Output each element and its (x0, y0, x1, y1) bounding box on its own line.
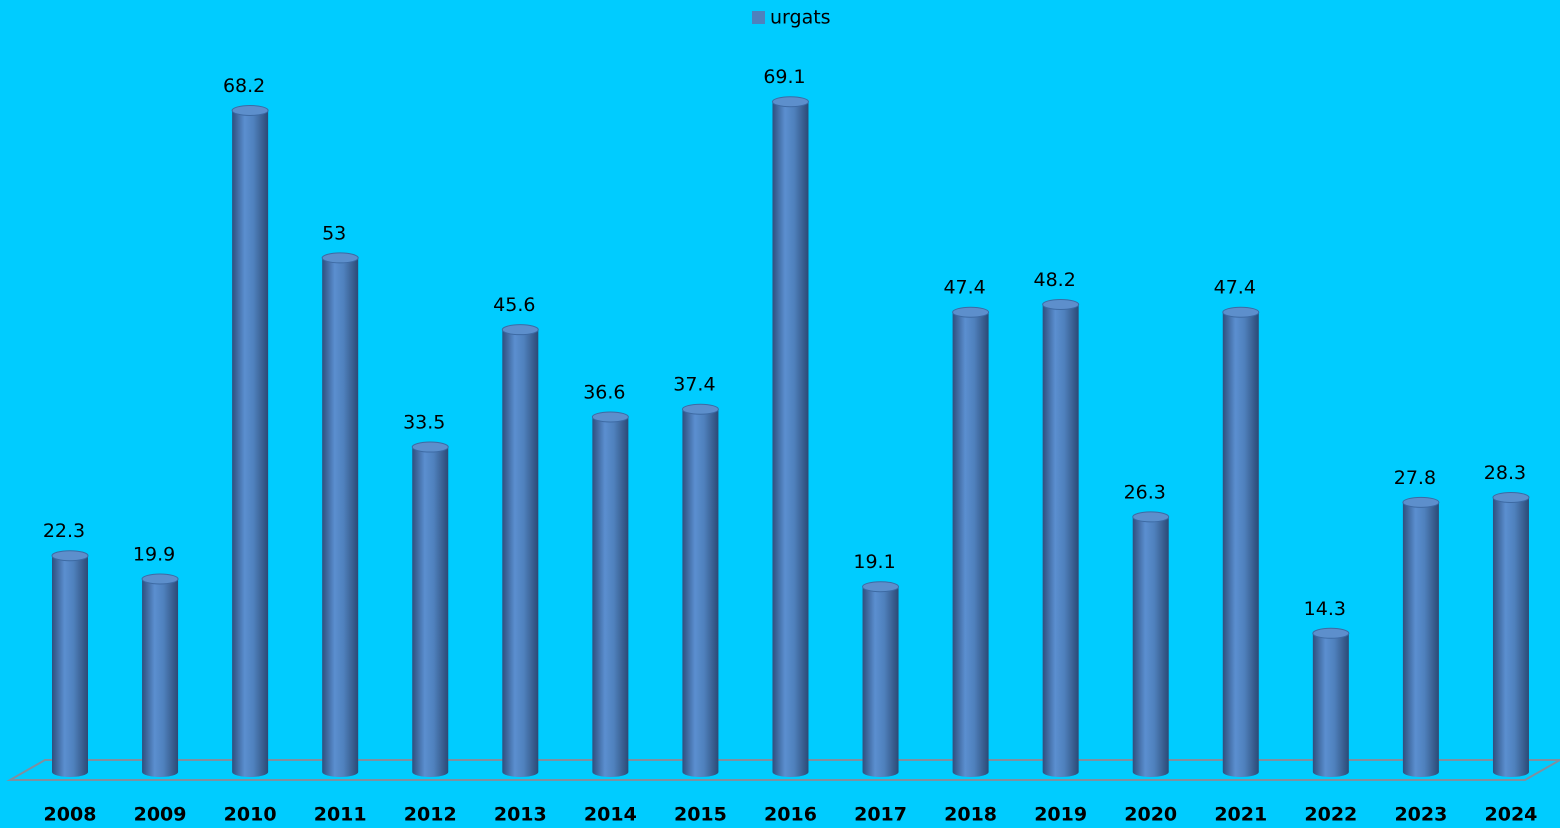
x-tick-label: 2013 (494, 804, 547, 826)
bar (142, 578, 179, 778)
bar-cap (1492, 491, 1530, 503)
data-label: 22.3 (43, 520, 85, 542)
data-label: 45.6 (493, 294, 535, 316)
data-label: 47.4 (1214, 277, 1256, 299)
x-tick-label: 2011 (314, 804, 367, 826)
bar (1402, 502, 1439, 778)
x-tick-label: 2021 (1214, 804, 1267, 826)
x-tick-label: 2015 (674, 804, 727, 826)
x-tick-label: 2024 (1485, 804, 1538, 826)
x-tick-label: 2010 (224, 804, 277, 826)
x-tick-label: 2008 (44, 804, 97, 826)
bar-cap (501, 324, 539, 336)
data-label: 33.5 (403, 412, 445, 434)
x-tick-label: 2017 (854, 804, 907, 826)
bar (862, 586, 899, 778)
bar-cap (862, 581, 900, 593)
bar (592, 416, 629, 778)
x-tick-label: 2012 (404, 804, 457, 826)
x-tick-label: 2014 (584, 804, 637, 826)
data-label: 47.4 (943, 277, 985, 299)
data-label: 19.9 (133, 543, 175, 565)
bar (412, 447, 449, 778)
bar (1312, 633, 1349, 778)
x-tick-label: 2018 (944, 804, 997, 826)
x-tick-label: 2009 (134, 804, 187, 826)
bar-cap (51, 550, 89, 562)
data-label: 28.3 (1484, 462, 1526, 484)
bar-cap (591, 411, 629, 423)
bar-cap (771, 96, 809, 108)
bar (952, 312, 989, 778)
data-label: 26.3 (1124, 481, 1166, 503)
bar-cap (1042, 298, 1080, 310)
bar (772, 101, 809, 778)
bar (502, 329, 539, 778)
bar (1042, 304, 1079, 778)
bar-cap (1312, 627, 1350, 639)
bar-cap (952, 306, 990, 318)
data-label: 68.2 (223, 75, 265, 97)
data-label: 48.2 (1034, 269, 1076, 291)
bar-cap (1402, 496, 1440, 508)
x-tick-label: 2019 (1034, 804, 1087, 826)
x-tick-label: 2023 (1394, 804, 1447, 826)
x-tick-label: 2020 (1124, 804, 1177, 826)
bar (52, 555, 88, 777)
floor (6, 759, 1560, 781)
legend-label: urgats (770, 7, 831, 29)
bar-cap (1132, 511, 1170, 523)
legend-swatch (752, 11, 765, 24)
data-label: 69.1 (763, 66, 805, 88)
bar (1222, 312, 1259, 778)
data-label: 14.3 (1304, 598, 1346, 620)
bar-cap (1222, 306, 1260, 318)
x-tick-label: 2016 (764, 804, 817, 826)
bar-cap (411, 441, 449, 453)
bar (322, 257, 359, 778)
bar-cap (231, 104, 269, 116)
data-label: 27.8 (1394, 467, 1436, 489)
data-label: 36.6 (583, 381, 625, 403)
bar (1492, 497, 1529, 778)
bar-cap (321, 252, 359, 264)
data-label: 37.4 (673, 374, 715, 396)
bar (232, 110, 269, 778)
bar (682, 409, 719, 778)
bar-cap (681, 403, 719, 415)
data-label: 19.1 (853, 551, 895, 573)
data-label: 53 (322, 222, 346, 244)
bar-cap (141, 573, 179, 585)
x-tick-label: 2022 (1304, 804, 1357, 826)
bar (1132, 516, 1169, 778)
